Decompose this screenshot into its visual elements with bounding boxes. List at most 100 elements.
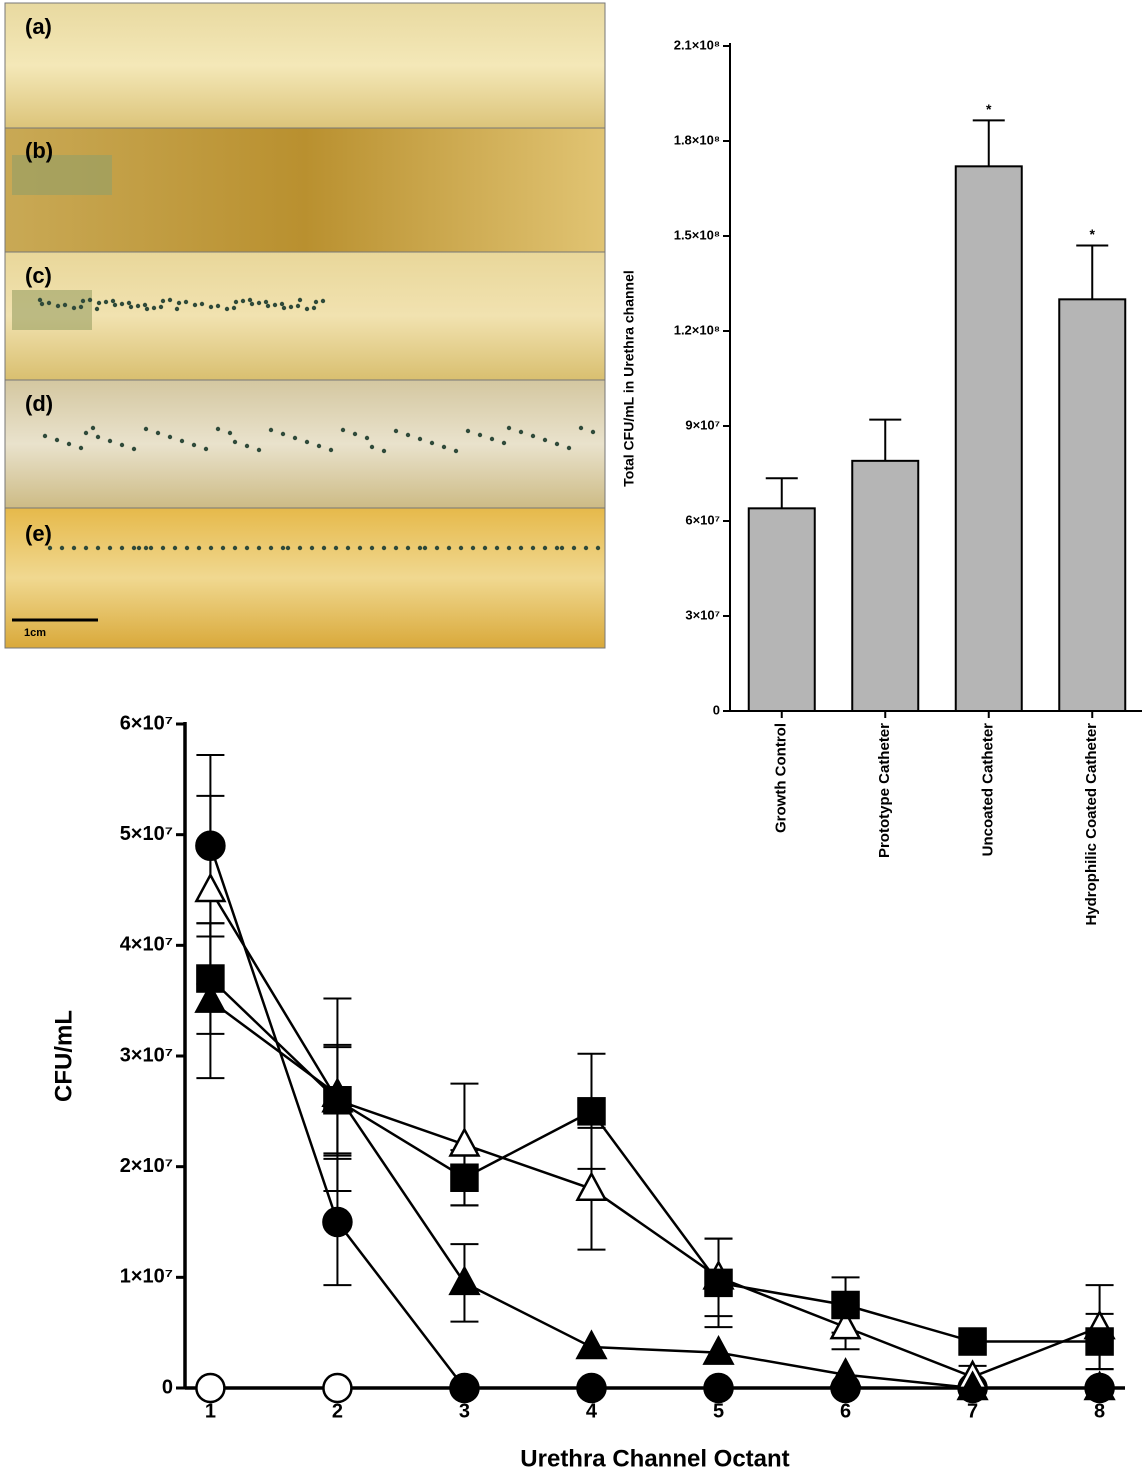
- marker: [577, 1332, 605, 1358]
- x-axis-label: Urethra Channel Octant: [520, 1445, 789, 1470]
- colony: [145, 307, 149, 311]
- colony: [81, 299, 85, 303]
- colony: [459, 546, 463, 550]
- x-tick-label: 6: [840, 1400, 851, 1422]
- colony: [168, 435, 172, 439]
- colony: [442, 445, 446, 449]
- y-tick-label: 1.5×10⁸: [674, 227, 720, 242]
- colony: [579, 426, 583, 430]
- bar: [1059, 299, 1125, 711]
- colony: [507, 426, 511, 430]
- marker: [196, 875, 224, 901]
- photo: [5, 252, 605, 380]
- marker: [706, 1270, 732, 1296]
- colony: [168, 298, 172, 302]
- y-tick-label: 6×10⁷: [120, 712, 173, 734]
- y-tick-label: 2×10⁷: [120, 1155, 173, 1177]
- colony: [104, 300, 108, 304]
- colony: [180, 439, 184, 443]
- marker: [450, 1374, 478, 1402]
- marker: [577, 1174, 605, 1200]
- colony: [321, 299, 325, 303]
- x-tick-label: 7: [967, 1400, 978, 1422]
- colony: [95, 307, 99, 311]
- significance-mark: *: [1090, 226, 1096, 242]
- colony: [591, 430, 595, 434]
- colony: [250, 302, 254, 306]
- colony: [507, 546, 511, 550]
- colony: [519, 430, 523, 434]
- colony: [312, 306, 316, 310]
- colony: [132, 447, 136, 451]
- colony: [531, 546, 535, 550]
- colony: [305, 440, 309, 444]
- colony: [264, 300, 268, 304]
- photo: [5, 3, 605, 128]
- colony: [382, 546, 386, 550]
- panel-label: (a): [25, 14, 52, 39]
- colony: [305, 307, 309, 311]
- x-tick-label: 3: [459, 1400, 470, 1422]
- colony: [269, 546, 273, 550]
- y-tick-label: 0: [162, 1376, 173, 1398]
- colony: [144, 546, 148, 550]
- x-tick-label: Prototype Catheter: [876, 723, 893, 858]
- colony: [466, 429, 470, 433]
- colony: [298, 298, 302, 302]
- colony: [394, 429, 398, 433]
- panel-label: (c): [25, 263, 52, 288]
- marker: [450, 1268, 478, 1294]
- marker: [196, 1374, 224, 1402]
- y-tick-label: 6×10⁷: [685, 512, 720, 527]
- colony: [567, 446, 571, 450]
- colony: [495, 546, 499, 550]
- x-tick-label: Growth Control: [773, 723, 790, 833]
- colony: [483, 546, 487, 550]
- colony: [289, 305, 293, 309]
- colony: [596, 546, 600, 550]
- colony: [572, 546, 576, 550]
- colony: [47, 301, 51, 305]
- colony: [149, 546, 153, 550]
- y-tick-label: 5×10⁷: [120, 823, 173, 845]
- colony: [353, 432, 357, 436]
- figure: (a) (b) (c) (d) (e) 1cm 03×10⁷6×10⁷9×10⁷…: [0, 0, 1142, 1470]
- y-tick-label: 3×10⁷: [120, 1044, 173, 1066]
- marker: [577, 1374, 605, 1402]
- colony: [193, 303, 197, 307]
- colony: [216, 427, 220, 431]
- colony: [543, 546, 547, 550]
- colony: [365, 436, 369, 440]
- marker: [323, 1208, 351, 1236]
- colony: [394, 546, 398, 550]
- colony: [161, 546, 165, 550]
- colony: [156, 431, 160, 435]
- y-tick-label: 0: [713, 702, 720, 717]
- colony: [281, 546, 285, 550]
- series-line: [210, 890, 1099, 1377]
- x-tick-label: 4: [586, 1400, 598, 1422]
- colony: [197, 546, 201, 550]
- bar: [852, 461, 918, 711]
- panel-label: (e): [25, 521, 52, 546]
- y-tick-label: 1.2×10⁸: [674, 322, 720, 337]
- photo-panels: (a) (b) (c) (d) (e) 1cm: [5, 3, 605, 648]
- significance-mark: *: [986, 101, 992, 117]
- colony: [120, 546, 124, 550]
- colony: [282, 306, 286, 310]
- colony: [435, 546, 439, 550]
- colony: [269, 428, 273, 432]
- marker: [705, 1374, 733, 1402]
- colony: [97, 301, 101, 305]
- colony: [143, 303, 147, 307]
- colony: [334, 546, 338, 550]
- colony: [490, 437, 494, 441]
- scale-bar-label: 1cm: [24, 627, 46, 639]
- colony: [173, 546, 177, 550]
- colony: [234, 300, 238, 304]
- marker: [323, 1374, 351, 1402]
- x-tick-label: Uncoated Catheter: [980, 723, 997, 857]
- colony: [560, 546, 564, 550]
- colony: [84, 431, 88, 435]
- colony: [221, 546, 225, 550]
